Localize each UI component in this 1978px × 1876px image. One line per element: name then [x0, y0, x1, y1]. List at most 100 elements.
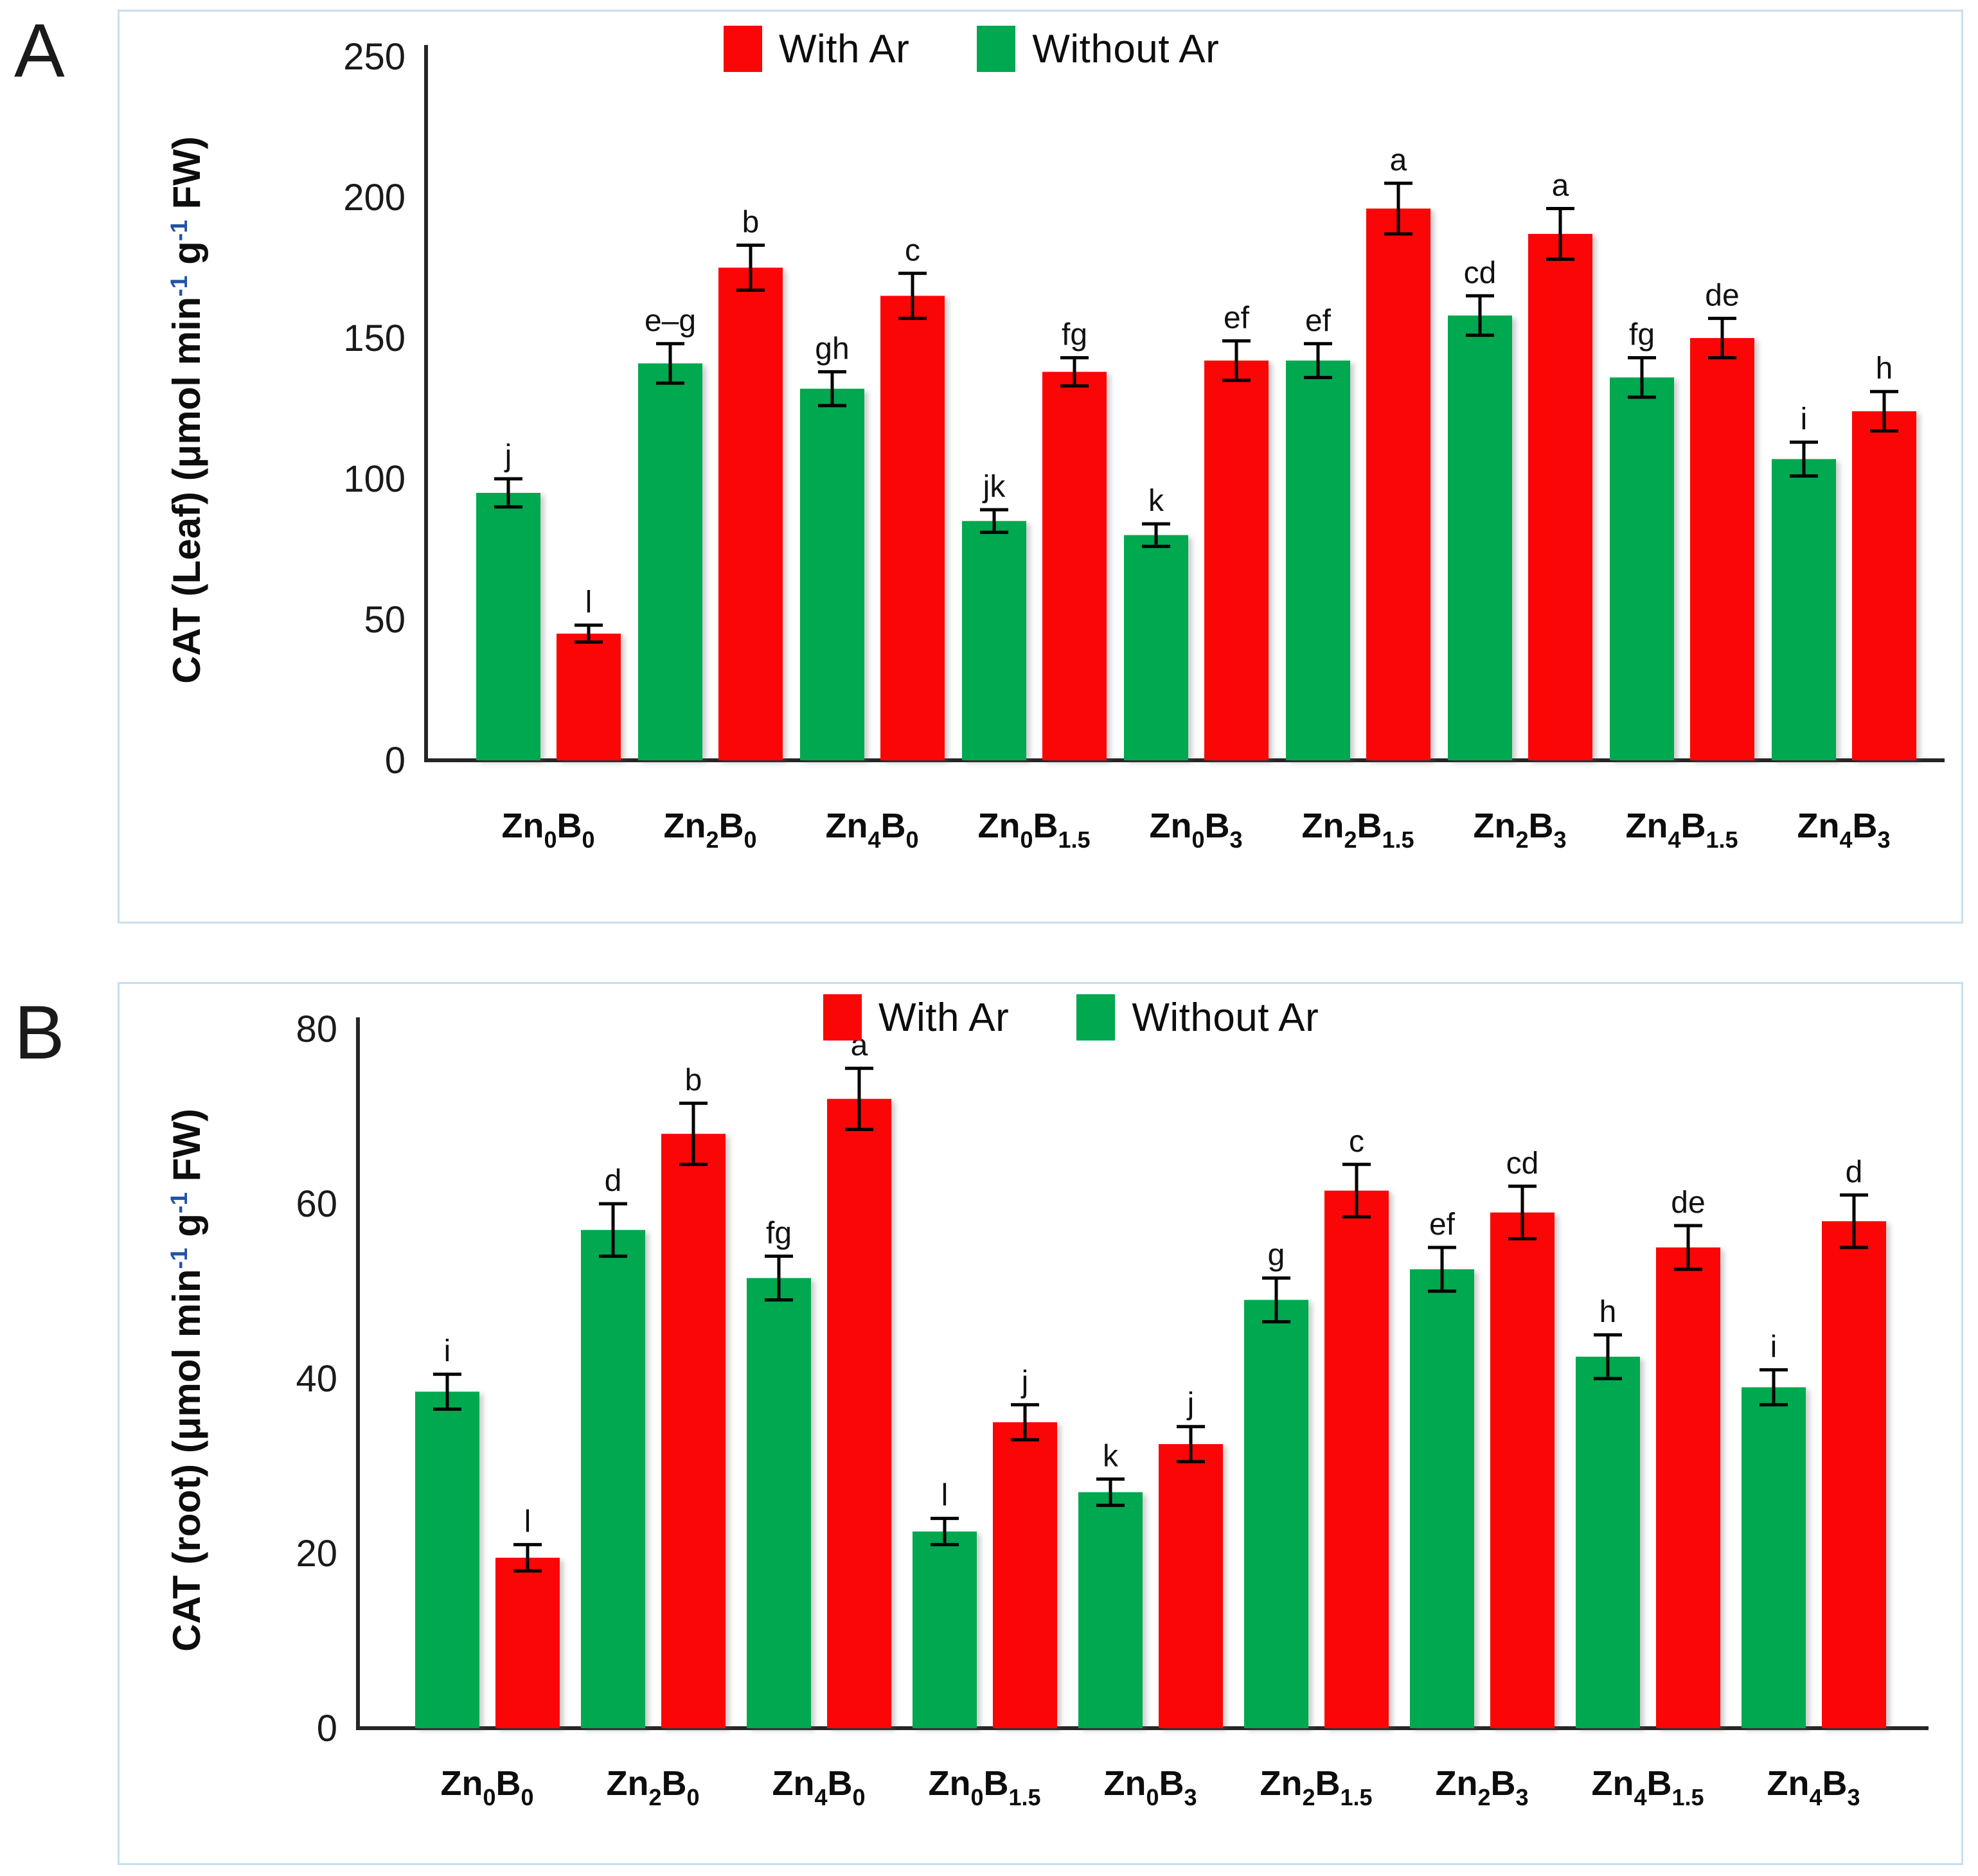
legend-swatch-with-ar — [823, 994, 862, 1041]
bar-with-ar-Zn0B0 — [557, 633, 621, 760]
x-tick-label-Zn0B3: Zn0B3 — [1103, 1764, 1197, 1810]
bar-chart-cat-root: 020406080ilZn0B0dbZn2B0fgaZn4B0ljZn0B1.5… — [296, 1008, 1929, 1810]
x-label-subscript: 0 — [521, 1784, 533, 1810]
y-tick-label: 0 — [385, 740, 405, 782]
x-label-text: Zn — [663, 807, 706, 845]
x-label-subscript: 0 — [852, 1784, 865, 1810]
sig-letter-Zn2B1.5: a — [1390, 143, 1407, 177]
y-tick-label: 100 — [343, 458, 405, 500]
x-label-text: Zn — [1591, 1764, 1634, 1803]
x-label-subscript: 4 — [1668, 826, 1680, 853]
bar-with-ar-Zn4B0 — [880, 296, 945, 760]
legend-item-without-ar: Without Ar — [977, 26, 1219, 72]
bar-without-ar-Zn4B3 — [1772, 459, 1836, 760]
bar-with-ar-Zn0B1.5 — [1042, 371, 1107, 760]
x-label-subscript: 0 — [905, 826, 918, 853]
bar-with-ar-Zn4B0 — [827, 1098, 891, 1728]
x-label-subscript: 3 — [1229, 826, 1242, 853]
x-label-subscript: 3 — [1184, 1784, 1197, 1810]
legend-swatch-with-ar — [724, 26, 762, 72]
x-label-text: Zn — [440, 1764, 483, 1803]
bar-with-ar-Zn4B3 — [1822, 1221, 1886, 1728]
bar-with-ar-Zn2B3 — [1490, 1212, 1555, 1728]
x-label-subscript: 4 — [1809, 1784, 1822, 1810]
sig-letter-Zn2B0: e–g — [645, 304, 696, 338]
legend-label-without-ar: Without Ar — [1132, 995, 1319, 1040]
bar-with-ar-Zn2B3 — [1528, 233, 1592, 760]
bar-without-ar-Zn2B1.5 — [1244, 1300, 1308, 1728]
x-label-text: Zn — [1767, 1764, 1809, 1803]
x-label-subscript: 0 — [544, 826, 557, 853]
x-label-subscript: 4 — [1634, 1784, 1646, 1810]
x-tick-label-Zn2B3: Zn2B3 — [1473, 807, 1566, 853]
bar-without-ar-Zn0B3 — [1124, 535, 1188, 760]
x-tick-label-Zn4B0: Zn4B0 — [825, 807, 918, 853]
x-label-text: Zn — [1301, 807, 1344, 845]
x-label-subscript: 0 — [686, 1784, 699, 1810]
legend-label-with-ar: With Ar — [878, 995, 1010, 1040]
legend-item-without-ar: Without Ar — [1076, 994, 1319, 1041]
x-label-text: Zn — [501, 807, 544, 845]
x-label-text: B — [1822, 1764, 1847, 1803]
sig-letter-Zn4B0: fg — [766, 1217, 792, 1251]
bar-without-ar-Zn4B0 — [800, 388, 864, 760]
legend-swatch-without-ar — [977, 26, 1016, 72]
x-label-subscript: 2 — [648, 1784, 661, 1810]
x-label-subscript: 1.5 — [1008, 1784, 1040, 1810]
sig-letter-Zn4B3: i — [1801, 402, 1808, 436]
legend-label-without-ar: Without Ar — [1032, 26, 1220, 71]
x-tick-label-Zn4B1.5: Zn4B1.5 — [1625, 807, 1738, 853]
x-tick-label-Zn0B0: Zn0B0 — [440, 1764, 533, 1810]
x-label-text: Zn — [977, 807, 1020, 845]
bar-without-ar-Zn4B0 — [747, 1278, 811, 1728]
x-label-text: Zn — [928, 1764, 970, 1803]
x-tick-label-Zn0B1.5: Zn0B1.5 — [928, 1764, 1040, 1810]
x-label-subscript: 0 — [582, 826, 594, 853]
x-tick-label-Zn2B0: Zn2B0 — [606, 1764, 699, 1810]
x-label-text: B — [1852, 807, 1877, 845]
y-tick-label: 50 — [364, 599, 405, 641]
sig-letter-Zn0B1.5: jk — [982, 470, 1006, 504]
sig-letter-Zn4B3: i — [1770, 1330, 1778, 1364]
panel-a: With Ar Without Ar CAT (Leaf) (μmol min-… — [118, 10, 1963, 924]
x-label-subscript: 4 — [1839, 826, 1852, 853]
x-label-text: Zn — [606, 1764, 648, 1803]
sig-letter-Zn0B1.5: j — [1020, 1365, 1029, 1399]
x-label-subscript: 2 — [706, 826, 718, 853]
x-label-subscript: 1.5 — [1671, 1784, 1704, 1810]
bar-without-ar-Zn0B1.5 — [962, 521, 1026, 760]
x-label-text: B — [1490, 1764, 1515, 1803]
x-label-subscript: 0 — [1191, 826, 1204, 853]
x-label-text: Zn — [1625, 807, 1668, 845]
sig-letter-Zn2B1.5: ef — [1305, 304, 1332, 338]
y-tick-label: 200 — [343, 177, 405, 219]
x-label-subscript: 2 — [1515, 826, 1528, 853]
y-tick-label: 40 — [296, 1358, 337, 1400]
x-label-text: B — [1159, 1764, 1184, 1803]
sig-letter-Zn0B0: l — [524, 1505, 531, 1539]
sig-letter-Zn0B0: i — [444, 1334, 451, 1368]
bar-without-ar-Zn4B1.5 — [1576, 1357, 1640, 1728]
x-label-text: B — [495, 1764, 521, 1803]
sig-letter-Zn2B0: b — [742, 205, 760, 239]
x-label-subscript: 0 — [744, 826, 756, 853]
sig-letter-Zn2B3: cd — [1506, 1147, 1539, 1181]
x-label-text: B — [1528, 807, 1553, 845]
x-label-text: Zn — [1149, 807, 1191, 845]
legend-item-with-ar: With Ar — [724, 26, 909, 72]
sig-letter-Zn2B3: cd — [1464, 256, 1497, 290]
bar-with-ar-Zn2B1.5 — [1324, 1190, 1389, 1728]
bar-with-ar-Zn4B1.5 — [1656, 1247, 1720, 1728]
x-label-subscript: 0 — [483, 1784, 495, 1810]
y-tick-label: 150 — [343, 317, 405, 359]
sig-letter-Zn0B1.5: fg — [1062, 318, 1087, 352]
sig-letter-Zn2B3: ef — [1429, 1208, 1456, 1242]
bar-chart-cat-leaf: 050100150200250jlZn0B0e–gbZn2B0ghcZn4B0j… — [343, 36, 1945, 853]
bar-without-ar-Zn2B3 — [1448, 315, 1512, 761]
sig-letter-Zn4B3: d — [1846, 1155, 1863, 1189]
legend-panel-a: With Ar Without Ar — [724, 26, 1219, 72]
sig-letter-Zn0B0: l — [585, 585, 593, 620]
x-label-subscript: 0 — [1020, 826, 1033, 853]
x-label-text: Zn — [1473, 807, 1515, 845]
sig-letter-Zn4B1.5: de — [1671, 1186, 1705, 1220]
